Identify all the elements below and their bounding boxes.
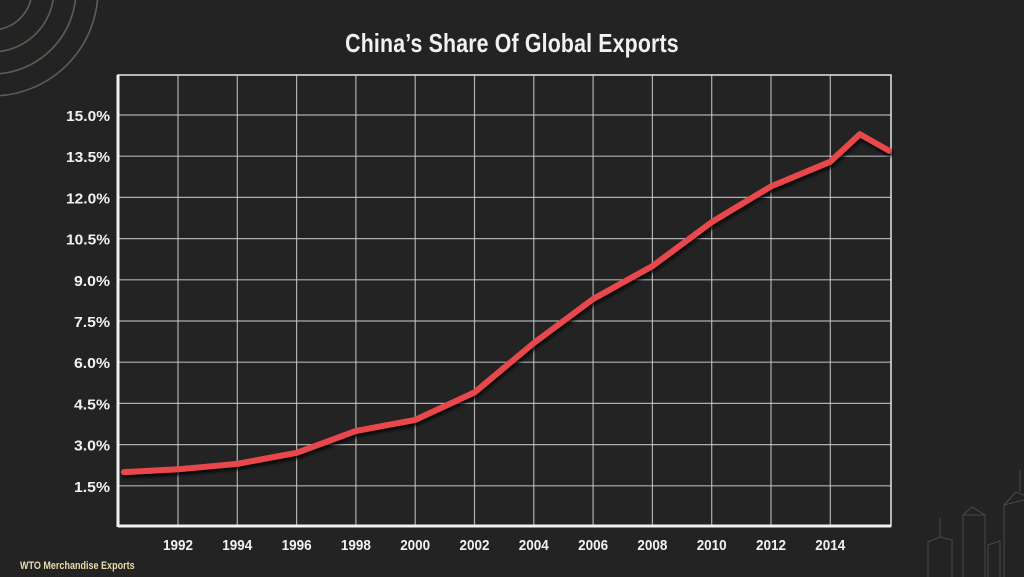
x-tick-label: 2002 [460,537,490,554]
x-tick-label: 2006 [578,537,608,554]
x-tick-label: 2012 [756,537,786,554]
y-tick-label: 9.0% [74,273,110,290]
x-tick-label: 2008 [637,537,667,554]
source-label: WTO Merchandise Exports [20,560,135,572]
x-tick-label: 2014 [815,537,846,554]
y-tick-label: 4.5% [74,396,110,413]
y-tick-label: 12.0% [66,190,110,207]
x-tick-label: 2004 [519,537,550,554]
y-tick-label: 1.5% [74,479,110,496]
x-tick-label: 1996 [282,537,312,554]
y-tick-label: 7.5% [74,314,110,331]
y-tick-label: 6.0% [74,355,110,372]
x-axis-ticks: 1992 1994 1996 1998 2000 2002 2004 2006 2008 2010… [163,537,846,554]
x-tick-label: 1992 [163,537,193,554]
y-tick-label: 3.0% [74,438,110,455]
plot-frame [117,74,892,527]
x-tick-label: 2010 [697,537,727,554]
chart-grid [118,75,891,527]
y-tick-label: 10.5% [66,232,110,249]
chart-title: China’s Share Of Global Exports [345,28,679,58]
y-axis-ticks: 1.5% 3.0% 4.5% 6.0% 7.5% 9.0% 10.5% 12.0% 13.5% 1… [66,108,110,496]
y-tick-label: 15.0% [66,108,110,125]
x-tick-label: 1994 [222,537,253,554]
x-tick-label: 1998 [341,537,371,554]
x-tick-label: 2000 [400,537,430,554]
y-tick-label: 13.5% [66,149,110,166]
data-line-china-export-share [121,131,892,476]
